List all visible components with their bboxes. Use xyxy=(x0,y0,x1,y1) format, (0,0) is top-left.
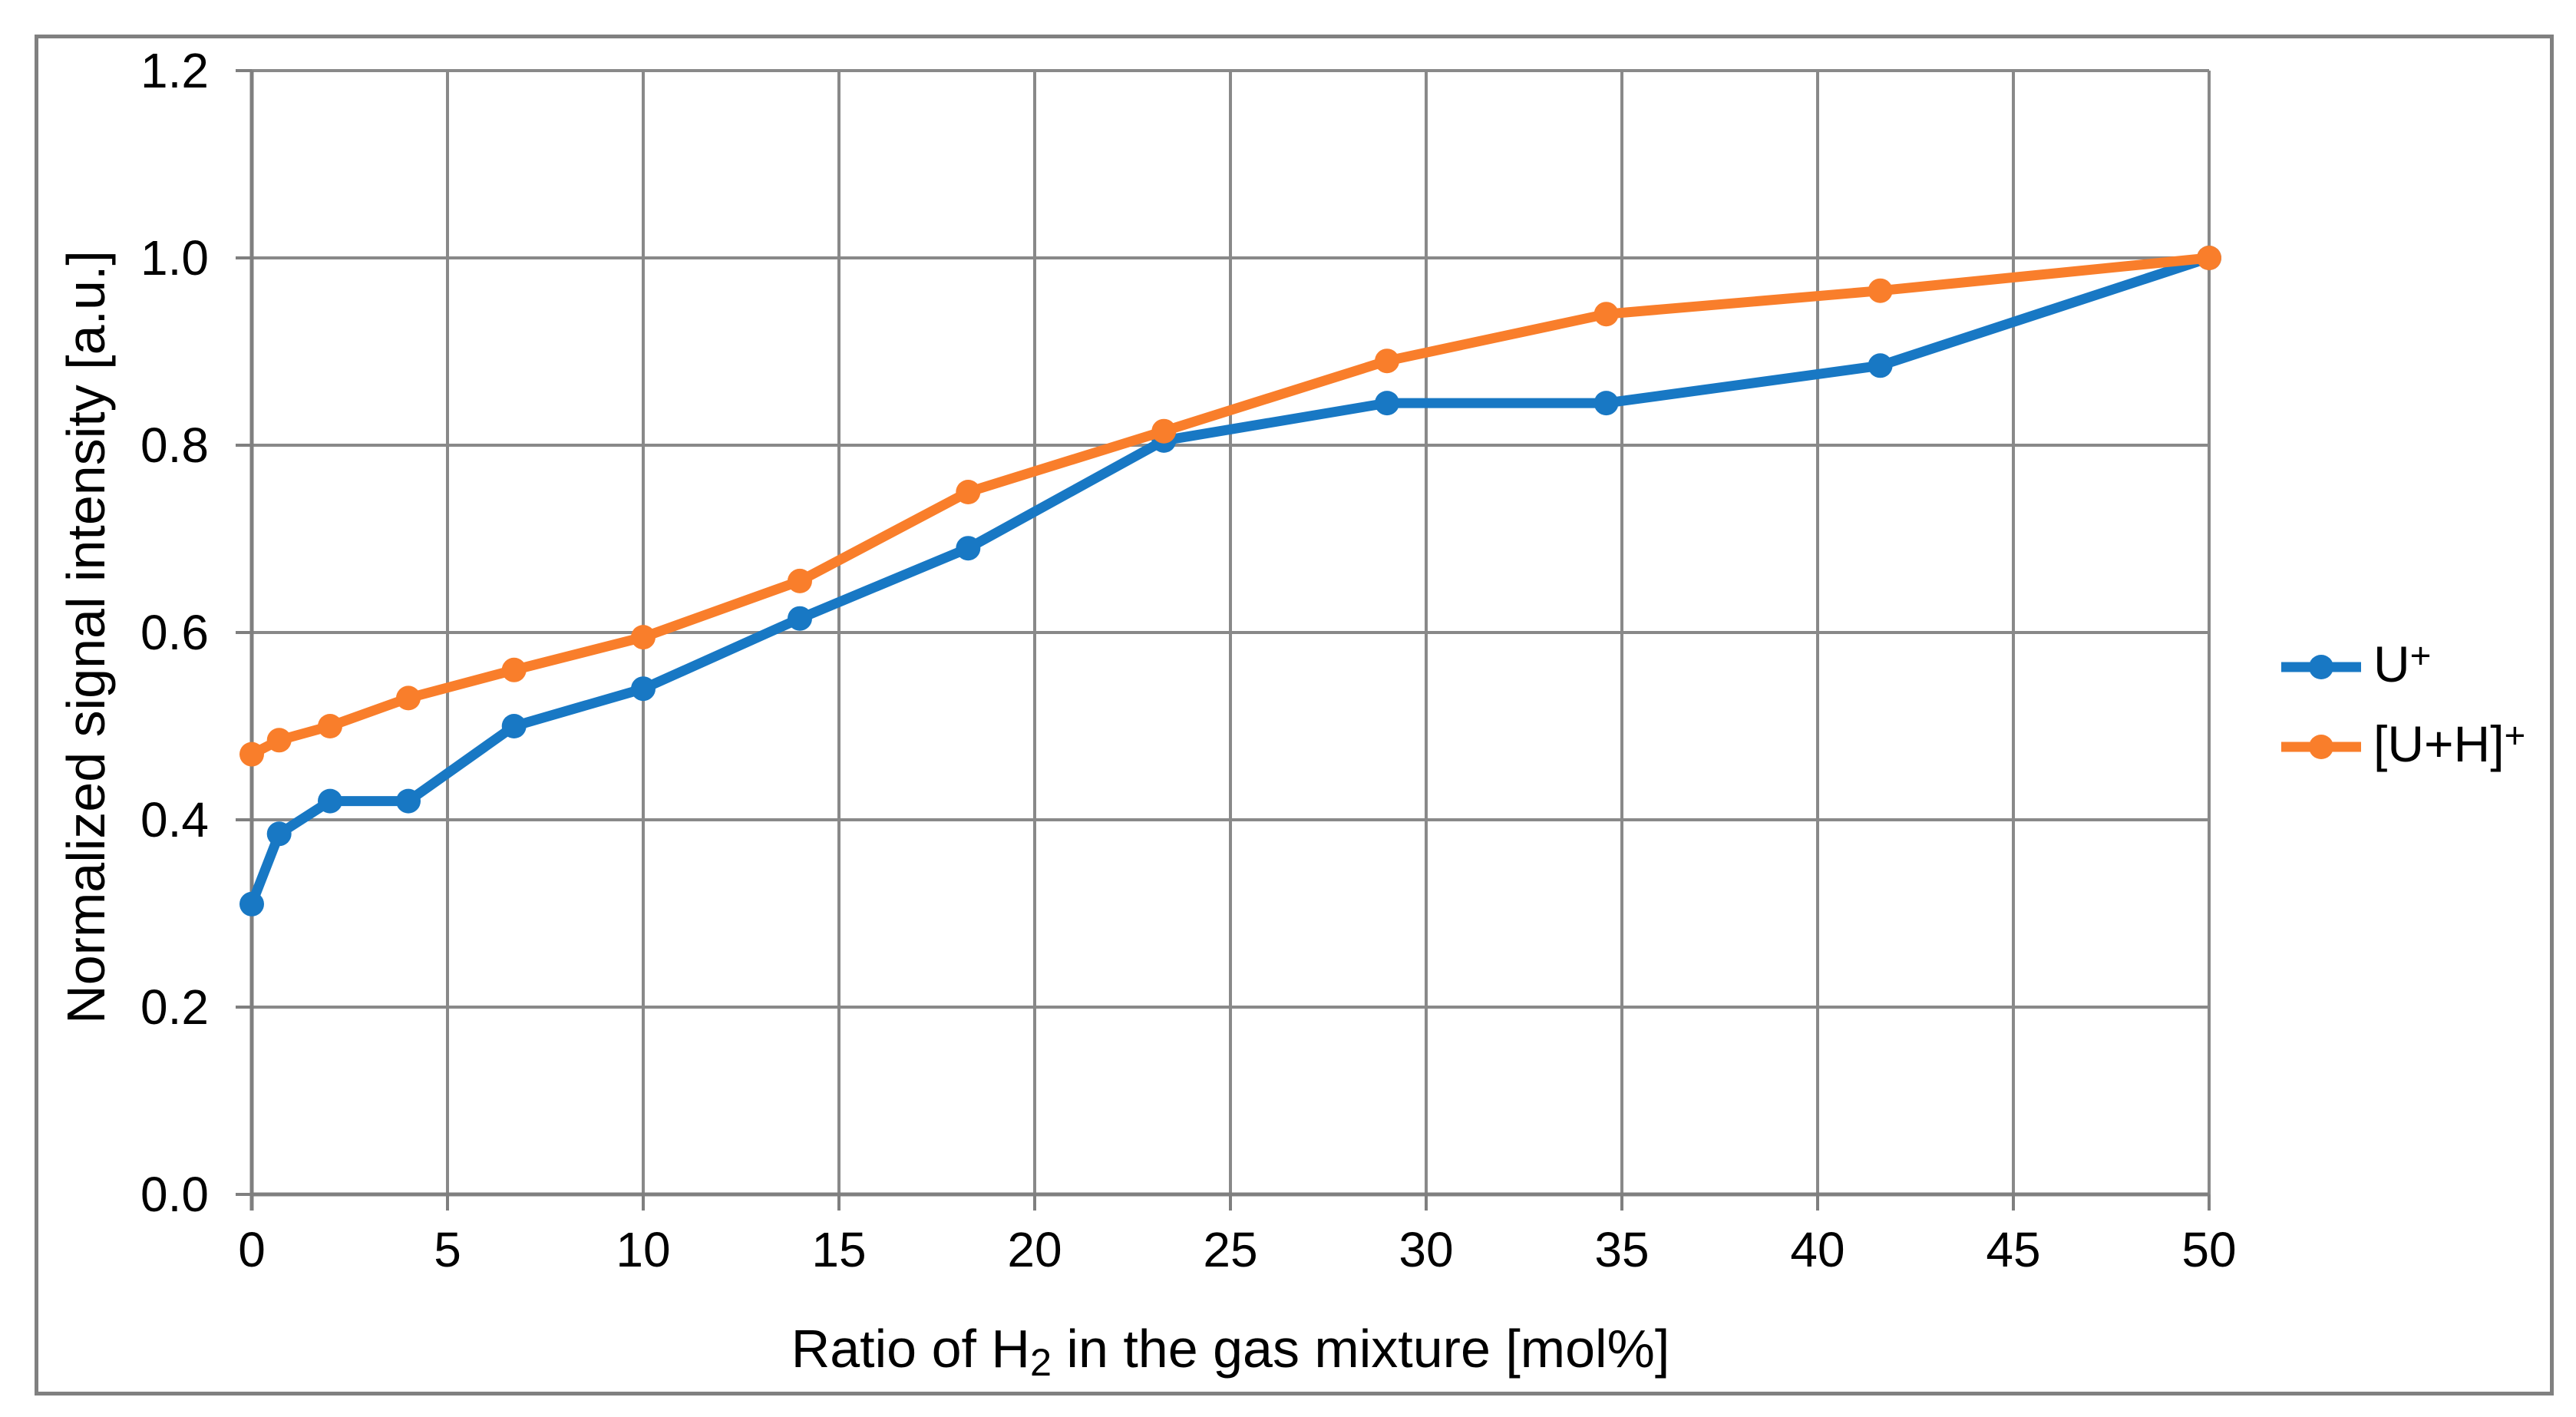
data-point-series-1 xyxy=(788,568,812,593)
legend-item-u-plus: U+ xyxy=(2278,635,2432,694)
data-point-series-1 xyxy=(266,728,292,753)
data-point-series-1 xyxy=(956,480,981,504)
y-tick-label: 0.6 xyxy=(140,605,209,660)
x-tick-label: 35 xyxy=(1594,1222,1650,1277)
x-tick-label: 20 xyxy=(1007,1222,1062,1277)
data-point-series-1 xyxy=(1375,348,1399,374)
x-tick-label: 25 xyxy=(1203,1222,1258,1277)
x-tick-label: 40 xyxy=(1790,1222,1845,1277)
y-axis-title-text: Normalized signal intensity [a.u.] xyxy=(56,250,116,1024)
x-axis-title: Ratio of H2 in the gas mixture [mol%] xyxy=(252,1319,2209,1385)
data-point-series-1 xyxy=(501,657,527,682)
x-tick-label: 5 xyxy=(434,1222,461,1277)
data-point-series-0 xyxy=(788,606,812,631)
x-tick-label: 45 xyxy=(1986,1222,2041,1277)
x-tick-label: 50 xyxy=(2181,1222,2237,1277)
data-point-series-1 xyxy=(1868,278,1893,303)
x-tick-label: 0 xyxy=(238,1222,266,1277)
data-point-series-0 xyxy=(266,821,292,847)
legend-marker-u-h-plus xyxy=(2281,735,2361,759)
y-tick-label: 0.4 xyxy=(140,792,209,847)
data-point-series-0 xyxy=(501,714,527,738)
x-axis-title-text-2: in the gas mixture [mol%] xyxy=(1051,1319,1670,1379)
x-tick-label: 30 xyxy=(1399,1222,1454,1277)
data-point-series-0 xyxy=(239,891,264,917)
data-point-series-0 xyxy=(1868,353,1893,378)
x-axis-title-text: Ratio of H xyxy=(791,1319,1030,1379)
data-point-series-0 xyxy=(396,788,421,814)
data-point-series-1 xyxy=(1593,302,1619,327)
y-tick-label: 0.2 xyxy=(140,979,209,1035)
legend-label-u-h-plus: [U+H]+ xyxy=(2373,715,2526,772)
data-point-series-1 xyxy=(318,714,342,738)
x-tick-label: 10 xyxy=(616,1222,671,1277)
data-point-series-0 xyxy=(318,788,342,814)
legend-label-u-plus: U+ xyxy=(2373,635,2432,692)
data-point-series-0 xyxy=(631,676,656,702)
data-point-series-0 xyxy=(956,536,981,561)
y-tick-label: 0.0 xyxy=(140,1167,209,1222)
data-point-series-1 xyxy=(631,625,656,650)
data-point-series-0 xyxy=(1593,391,1619,416)
legend-marker-u-plus xyxy=(2281,655,2361,679)
data-point-series-1 xyxy=(396,685,421,711)
y-tick-label: 0.8 xyxy=(140,418,209,473)
y-tick-label: 1.2 xyxy=(140,43,209,98)
y-tick-label: 1.0 xyxy=(140,230,209,286)
data-point-series-0 xyxy=(1375,391,1399,416)
y-axis-title: Normalized signal intensity [a.u.] xyxy=(56,23,116,1251)
figure-border xyxy=(35,35,2554,1396)
legend-item-u-h-plus: [U+H]+ xyxy=(2278,715,2526,774)
data-point-series-1 xyxy=(2197,246,2221,270)
data-point-series-1 xyxy=(239,742,264,767)
x-axis-title-subscript: 2 xyxy=(1029,1340,1052,1385)
data-point-series-1 xyxy=(1151,418,1177,444)
x-tick-label: 15 xyxy=(811,1222,867,1277)
